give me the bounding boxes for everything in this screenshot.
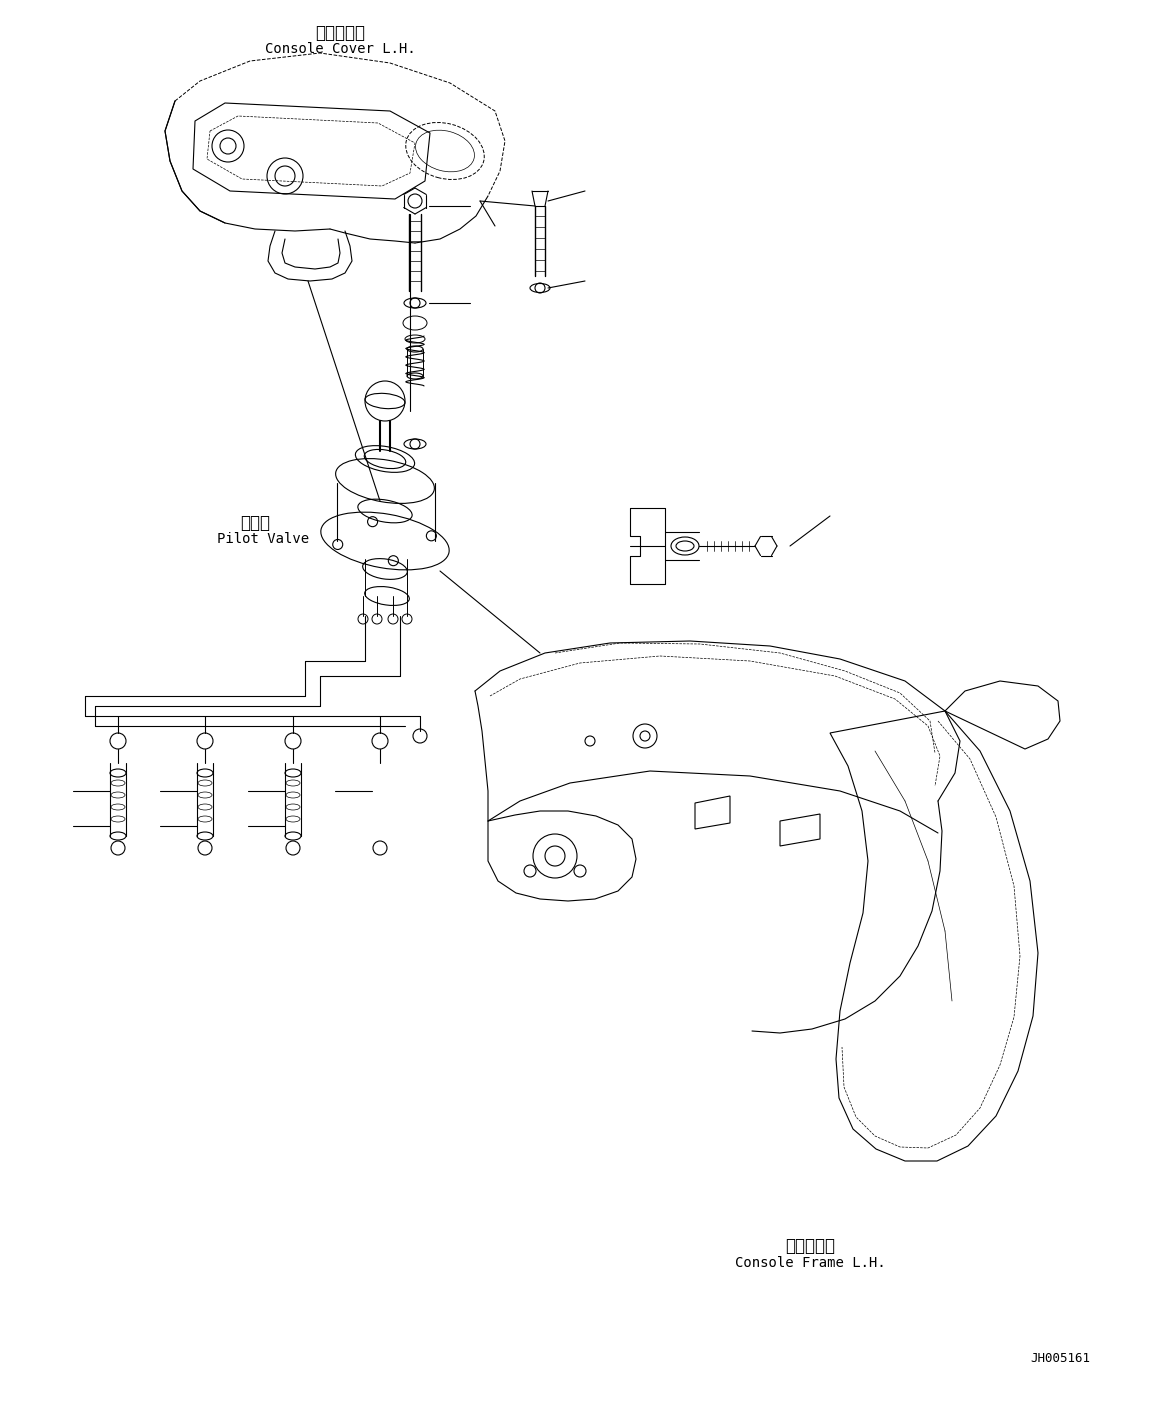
Text: Console Frame L.H.: Console Frame L.H. xyxy=(735,1257,885,1269)
Text: JH005161: JH005161 xyxy=(1030,1352,1090,1366)
Text: 先导阀: 先导阀 xyxy=(240,514,271,532)
Text: Pilot Valve: Pilot Valve xyxy=(217,532,309,546)
Text: 左控制台架: 左控制台架 xyxy=(785,1237,835,1255)
Text: 左控制台盖: 左控制台盖 xyxy=(315,24,365,42)
Text: Console Cover L.H.: Console Cover L.H. xyxy=(265,42,415,56)
